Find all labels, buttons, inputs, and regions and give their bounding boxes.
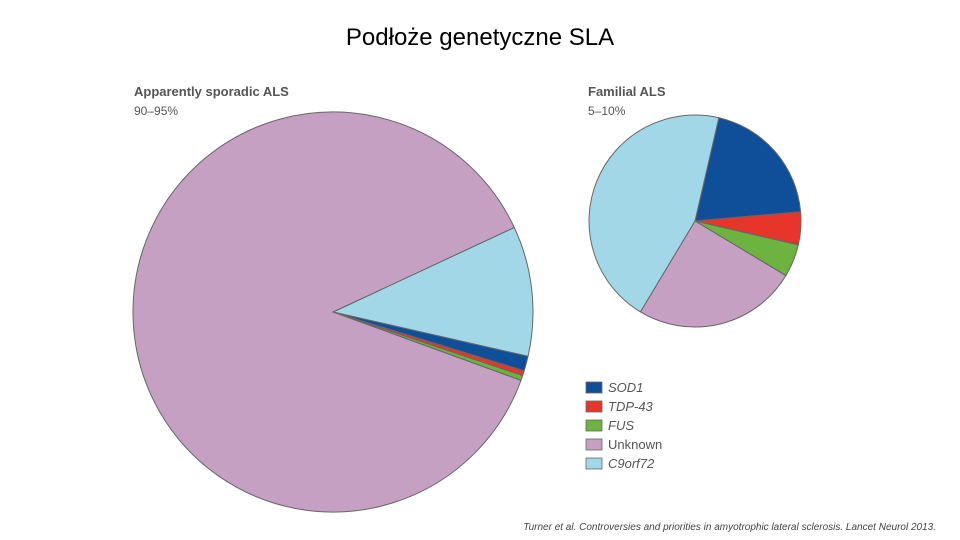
- sporadic-slice-unknown: [132, 111, 522, 513]
- legend-label-fus: FUS: [608, 418, 634, 433]
- sporadic-chart-title: Apparently sporadic ALS: [134, 84, 289, 99]
- familial-chart-title: Familial ALS: [588, 84, 666, 99]
- legend-label-tdp-43: TDP-43: [608, 399, 654, 414]
- chart-legend: SOD1 TDP-43 FUS Unknown C9orf72: [585, 380, 662, 471]
- legend-swatch-fus: [585, 419, 603, 432]
- sporadic-slice-c9orf72: [331, 226, 534, 357]
- legend-swatch-sod1: [585, 381, 603, 394]
- citation: Turner et al. Controversies and prioriti…: [523, 522, 936, 533]
- legend-label-sod1: SOD1: [608, 380, 643, 395]
- legend-swatch-c9orf72: [585, 457, 603, 470]
- slide-title: Podłoże genetyczne SLA: [345, 24, 615, 51]
- sporadic-pie: [132, 111, 534, 513]
- legend-swatch-unknown: [585, 438, 603, 451]
- familial-slice-sod1: [694, 117, 802, 222]
- familial-slice-unknown: [639, 220, 787, 328]
- familial-slice-c9orf72: [588, 114, 720, 313]
- legend-label-unknown: Unknown: [608, 437, 662, 452]
- familial-pie: [588, 114, 802, 328]
- legend-label-c9orf72: C9orf72: [608, 456, 655, 471]
- sporadic-chart-subtitle: 90–95%: [134, 104, 178, 118]
- legend-swatch-tdp-43: [585, 400, 603, 413]
- familial-chart-subtitle: 5–10%: [588, 104, 626, 118]
